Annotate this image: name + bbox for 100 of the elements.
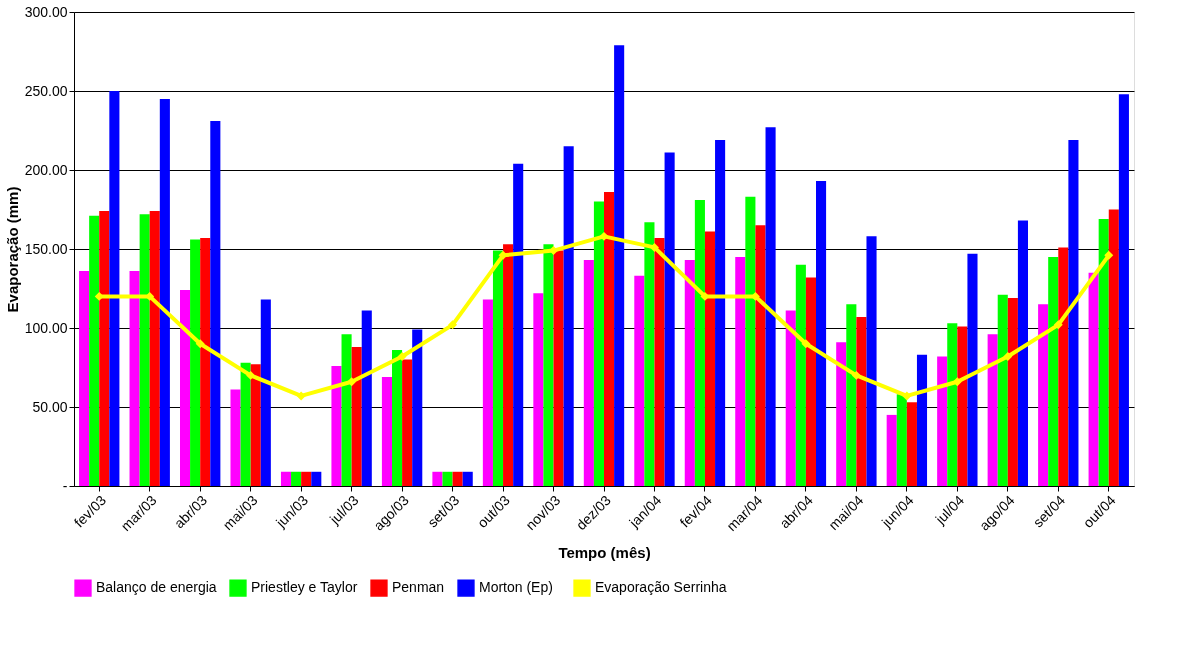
bar bbox=[765, 127, 776, 486]
bar bbox=[593, 201, 604, 486]
bar bbox=[553, 250, 564, 486]
bar bbox=[402, 359, 413, 486]
bar bbox=[987, 334, 998, 486]
y-tick-label: 300.00 bbox=[24, 3, 68, 20]
bar bbox=[482, 299, 493, 486]
bar bbox=[664, 152, 675, 486]
bar bbox=[492, 250, 504, 486]
bar bbox=[99, 211, 110, 486]
y-tick-label: - bbox=[62, 477, 68, 494]
bar bbox=[381, 376, 392, 486]
bar bbox=[967, 253, 978, 486]
legend-label: Priestley e Taylor bbox=[251, 579, 358, 596]
bar bbox=[1108, 209, 1119, 486]
bar bbox=[634, 275, 645, 486]
point bbox=[801, 339, 811, 349]
bar bbox=[1068, 139, 1079, 486]
point bbox=[650, 242, 659, 252]
bar bbox=[129, 271, 140, 486]
legend-label: Morton (Ep) bbox=[479, 579, 553, 596]
bar bbox=[715, 139, 726, 486]
bar bbox=[805, 277, 816, 486]
bar bbox=[1058, 247, 1069, 486]
bar bbox=[432, 471, 443, 486]
bar bbox=[280, 471, 292, 486]
point bbox=[902, 391, 912, 401]
bar bbox=[311, 471, 322, 486]
bar bbox=[230, 389, 241, 486]
bar bbox=[644, 222, 655, 486]
bar bbox=[533, 293, 544, 486]
bar bbox=[149, 211, 160, 486]
bar bbox=[937, 356, 948, 486]
bar bbox=[886, 414, 897, 486]
bar bbox=[513, 163, 524, 486]
bar bbox=[563, 146, 574, 486]
bar bbox=[684, 260, 695, 486]
point bbox=[599, 231, 609, 241]
point bbox=[1053, 320, 1063, 330]
bar bbox=[210, 121, 221, 486]
bar bbox=[79, 271, 90, 486]
point bbox=[195, 339, 205, 349]
bar bbox=[846, 304, 857, 486]
bar bbox=[1098, 218, 1109, 486]
bar bbox=[240, 362, 251, 486]
bar bbox=[866, 236, 877, 486]
bar bbox=[301, 471, 312, 486]
bar bbox=[159, 98, 170, 486]
bar bbox=[1048, 256, 1059, 486]
y-tick-label: 250.00 bbox=[24, 82, 68, 99]
bar bbox=[291, 471, 302, 486]
point bbox=[1003, 351, 1013, 361]
bar bbox=[190, 239, 201, 486]
bar bbox=[916, 354, 928, 486]
point bbox=[347, 377, 357, 387]
bar bbox=[583, 260, 594, 486]
bar bbox=[896, 394, 907, 486]
bar bbox=[957, 326, 968, 486]
point bbox=[851, 370, 861, 380]
x-axis-title: Tempo (mês) bbox=[558, 544, 651, 562]
y-tick-label: 100.00 bbox=[24, 319, 68, 336]
bar bbox=[109, 91, 120, 486]
bar bbox=[1007, 297, 1018, 486]
bar bbox=[543, 244, 554, 486]
bar bbox=[452, 471, 463, 486]
bar bbox=[260, 299, 271, 486]
bar bbox=[856, 316, 867, 486]
bar bbox=[785, 310, 796, 486]
bar bbox=[250, 364, 261, 486]
bar bbox=[462, 471, 473, 486]
bar bbox=[1038, 304, 1049, 486]
legend-label: Penman bbox=[392, 579, 445, 596]
legend-label: Evaporação Serrinha bbox=[595, 579, 727, 596]
bar bbox=[795, 264, 806, 486]
point bbox=[397, 351, 407, 361]
bar bbox=[361, 310, 372, 486]
bar bbox=[704, 231, 716, 486]
point bbox=[1104, 250, 1114, 260]
point bbox=[296, 391, 306, 401]
bar bbox=[1118, 94, 1129, 486]
y-tick-label: 50.00 bbox=[32, 398, 68, 415]
bar bbox=[816, 181, 827, 486]
bar bbox=[836, 342, 847, 486]
bar bbox=[997, 294, 1008, 486]
bar bbox=[139, 214, 150, 486]
y-axis-title: Evaporação (mm) bbox=[3, 186, 21, 313]
legend-label: Balanço de energia bbox=[96, 579, 217, 596]
bar bbox=[331, 365, 342, 486]
bar bbox=[604, 192, 615, 486]
bar bbox=[745, 196, 756, 486]
point bbox=[448, 320, 458, 330]
bar bbox=[200, 237, 211, 486]
y-tick-label: 150.00 bbox=[24, 240, 68, 257]
bar bbox=[503, 244, 514, 486]
bar bbox=[906, 402, 917, 486]
bar bbox=[89, 215, 100, 486]
point bbox=[246, 370, 256, 380]
bar bbox=[442, 471, 453, 486]
bar bbox=[1088, 272, 1099, 486]
bar bbox=[947, 323, 958, 486]
